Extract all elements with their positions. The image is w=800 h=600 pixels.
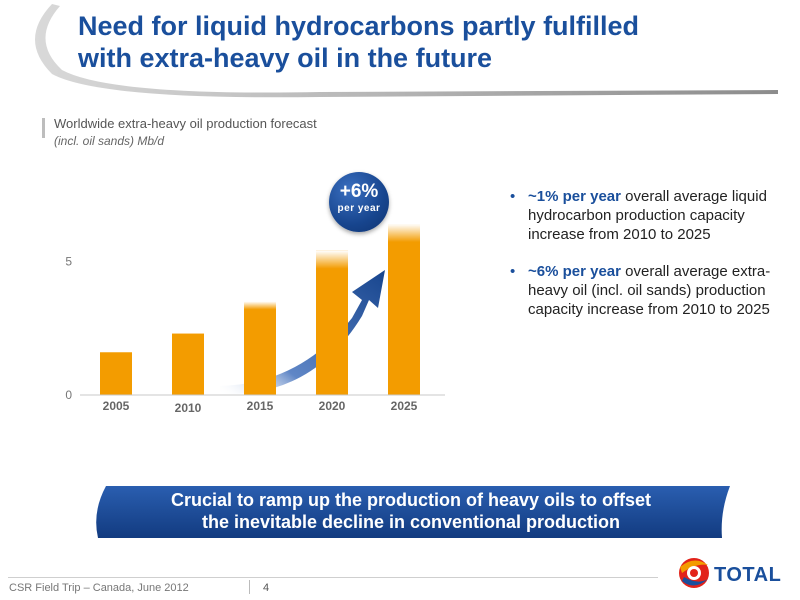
chart-header-marker [42, 118, 45, 138]
growth-badge: +6% per year [329, 172, 389, 232]
chart-subtitle: (incl. oil sands) Mb/d [54, 134, 165, 148]
x-tick-label: 2015 [247, 399, 274, 413]
brand-logo: TOTAL [674, 551, 794, 595]
footer-divider [8, 577, 658, 578]
bullet-item: • ~6% per year overall average extra-hea… [508, 262, 778, 319]
page-title: Need for liquid hydrocarbons partly fulf… [78, 10, 758, 74]
bullet-text: overall average extra-heavy oil (incl. o… [528, 263, 771, 318]
callout-shape [96, 486, 730, 538]
page-title-line1: Need for liquid hydrocarbons partly fulf… [78, 11, 640, 41]
bar-2020 [316, 250, 348, 395]
footer-separator [249, 580, 250, 594]
bar-2010 [172, 333, 204, 395]
footer-text: CSR Field Trip – Canada, June 2012 [9, 582, 189, 594]
x-tick-label: 2005 [103, 399, 130, 413]
bullet-list: • ~1% per year overall average liquid hy… [508, 187, 778, 337]
x-tick-label: 2010 [175, 401, 202, 415]
brand-logo-text: TOTAL [714, 564, 782, 586]
bullet-item: • ~1% per year overall average liquid hy… [508, 187, 778, 244]
title-arc-decoration [35, 4, 778, 98]
callout-banner: Crucial to ramp up the production of hea… [92, 486, 730, 538]
y-tick-label: 0 [65, 388, 72, 402]
callout-text: Crucial to ramp up the production of hea… [92, 489, 730, 533]
y-tick-label: 5 [65, 254, 72, 268]
x-tick-label: 2025 [391, 399, 418, 413]
bar-glow-2025 [388, 224, 420, 243]
bullet-dot: • [510, 263, 516, 280]
growth-arrow [220, 270, 385, 395]
bullet-highlight: ~6% per year [528, 263, 621, 280]
page-number: 4 [263, 582, 270, 594]
page-title-line2: with extra-heavy oil in the future [78, 43, 493, 73]
bar-2025 [388, 224, 420, 395]
total-logo-icon [679, 558, 709, 588]
bar-2005 [100, 352, 132, 395]
chart-title: Worldwide extra-heavy oil production for… [54, 116, 317, 131]
callout-line2: the inevitable decline in conventional p… [201, 512, 621, 532]
bullet-dot: • [510, 188, 516, 205]
bullet-text: overall average liquid hydrocarbon produ… [528, 188, 767, 243]
bar-glow-2020 [316, 250, 348, 269]
growth-badge-value: +6% [339, 181, 379, 202]
bullet-highlight: ~1% per year [528, 188, 621, 205]
growth-badge-unit: per year [337, 203, 381, 214]
bar-glow-2015 [244, 301, 276, 310]
callout-line1: Crucial to ramp up the production of hea… [170, 490, 652, 510]
x-tick-label: 2020 [319, 399, 346, 413]
bar-2015 [244, 301, 276, 395]
